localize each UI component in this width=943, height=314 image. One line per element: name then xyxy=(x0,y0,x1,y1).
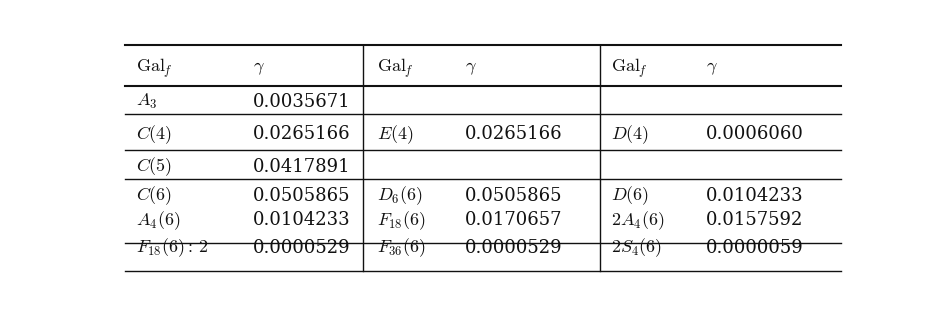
Text: 0.0104233: 0.0104233 xyxy=(253,211,351,229)
Text: 0.0000529: 0.0000529 xyxy=(465,239,563,257)
Text: 0.0505865: 0.0505865 xyxy=(253,187,351,205)
Text: 0.0265166: 0.0265166 xyxy=(253,125,351,143)
Text: $\gamma$: $\gamma$ xyxy=(465,59,477,77)
Text: 0.0505865: 0.0505865 xyxy=(465,187,563,205)
Text: $C(5)$: $C(5)$ xyxy=(136,156,173,178)
Text: 0.0000059: 0.0000059 xyxy=(706,239,804,257)
Text: $C(4)$: $C(4)$ xyxy=(136,123,173,146)
Text: $A_3$: $A_3$ xyxy=(136,92,157,111)
Text: $C(6)$: $C(6)$ xyxy=(136,185,173,208)
Text: 0.0265166: 0.0265166 xyxy=(465,125,563,143)
Text: $\gamma$: $\gamma$ xyxy=(253,59,265,77)
Text: $\gamma$: $\gamma$ xyxy=(706,59,718,77)
Text: 0.0170657: 0.0170657 xyxy=(465,211,563,229)
Text: $\mathrm{Gal}_{\!f}$: $\mathrm{Gal}_{\!f}$ xyxy=(377,56,413,79)
Text: $F_{18}(6)$: $F_{18}(6)$ xyxy=(377,209,426,232)
Text: 0.0000529: 0.0000529 xyxy=(253,239,351,257)
Text: $A_4(6)$: $A_4(6)$ xyxy=(136,209,180,232)
Text: $D(4)$: $D(4)$ xyxy=(611,123,650,146)
Text: $\mathrm{Gal}_{\!f}$: $\mathrm{Gal}_{\!f}$ xyxy=(136,56,173,79)
Text: 0.0104233: 0.0104233 xyxy=(706,187,803,205)
Text: $F_{36}(6)$: $F_{36}(6)$ xyxy=(377,237,426,259)
Text: $D_6(6)$: $D_6(6)$ xyxy=(377,185,423,208)
Text: 0.0157592: 0.0157592 xyxy=(706,211,803,229)
Text: $E(4)$: $E(4)$ xyxy=(377,123,414,146)
Text: 0.0006060: 0.0006060 xyxy=(706,125,804,143)
Text: $D(6)$: $D(6)$ xyxy=(611,185,650,208)
Text: 0.0035671: 0.0035671 xyxy=(253,93,351,111)
Text: $F_{18}(6){:}\,2$: $F_{18}(6){:}\,2$ xyxy=(136,237,208,259)
Text: 0.0417891: 0.0417891 xyxy=(253,158,351,176)
Text: $2A_4(6)$: $2A_4(6)$ xyxy=(611,209,665,232)
Text: $\mathrm{Gal}_{\!f}$: $\mathrm{Gal}_{\!f}$ xyxy=(611,56,647,79)
Text: $2S_4(6)$: $2S_4(6)$ xyxy=(611,237,662,259)
